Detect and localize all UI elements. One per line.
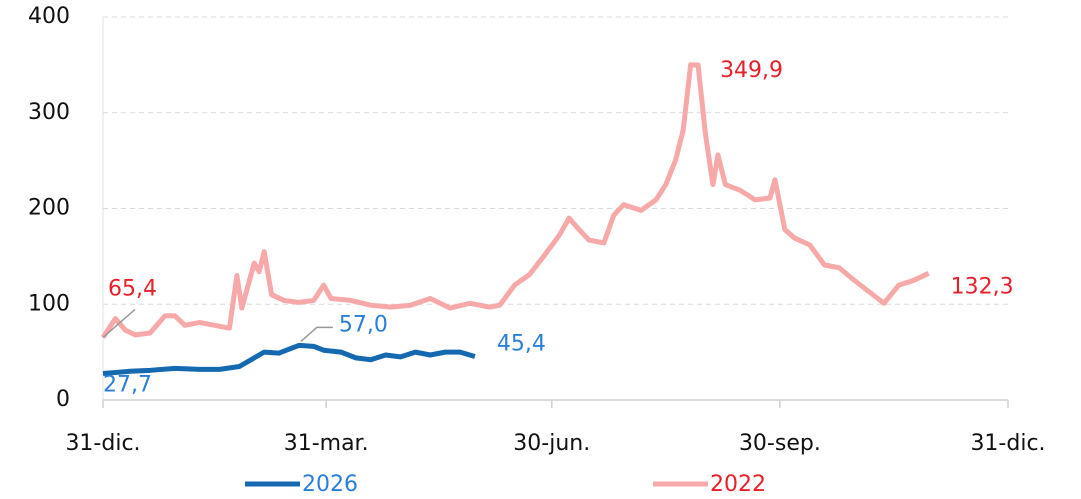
y-tick-label: 0 [56, 387, 70, 412]
y-tick-label: 200 [28, 196, 70, 221]
annotation-leader [102, 308, 136, 338]
series-line [100, 62, 930, 339]
x-tick-label: 31-dic. [970, 431, 1045, 456]
y-tick-label: 400 [28, 4, 70, 29]
annotation: 57,0 [339, 312, 388, 337]
y-tick-label: 100 [28, 291, 70, 316]
legend-label: 2026 [302, 472, 358, 497]
annotation: 27,7 [103, 372, 152, 397]
x-tick-label: 30-sep. [739, 431, 821, 456]
x-tick-label: 31-dic. [65, 431, 140, 456]
annotation: 349,9 [720, 58, 783, 83]
annotation: 65,4 [108, 276, 157, 301]
x-tick-label: 30-jun. [513, 431, 590, 456]
annotation-leader [300, 326, 333, 342]
y-tick-label: 300 [28, 100, 70, 125]
series-line [102, 342, 476, 376]
annotation: 45,4 [497, 332, 546, 357]
x-tick-label: 31-mar. [284, 431, 369, 456]
legend-label: 2022 [710, 472, 766, 497]
annotation: 132,3 [951, 274, 1014, 299]
